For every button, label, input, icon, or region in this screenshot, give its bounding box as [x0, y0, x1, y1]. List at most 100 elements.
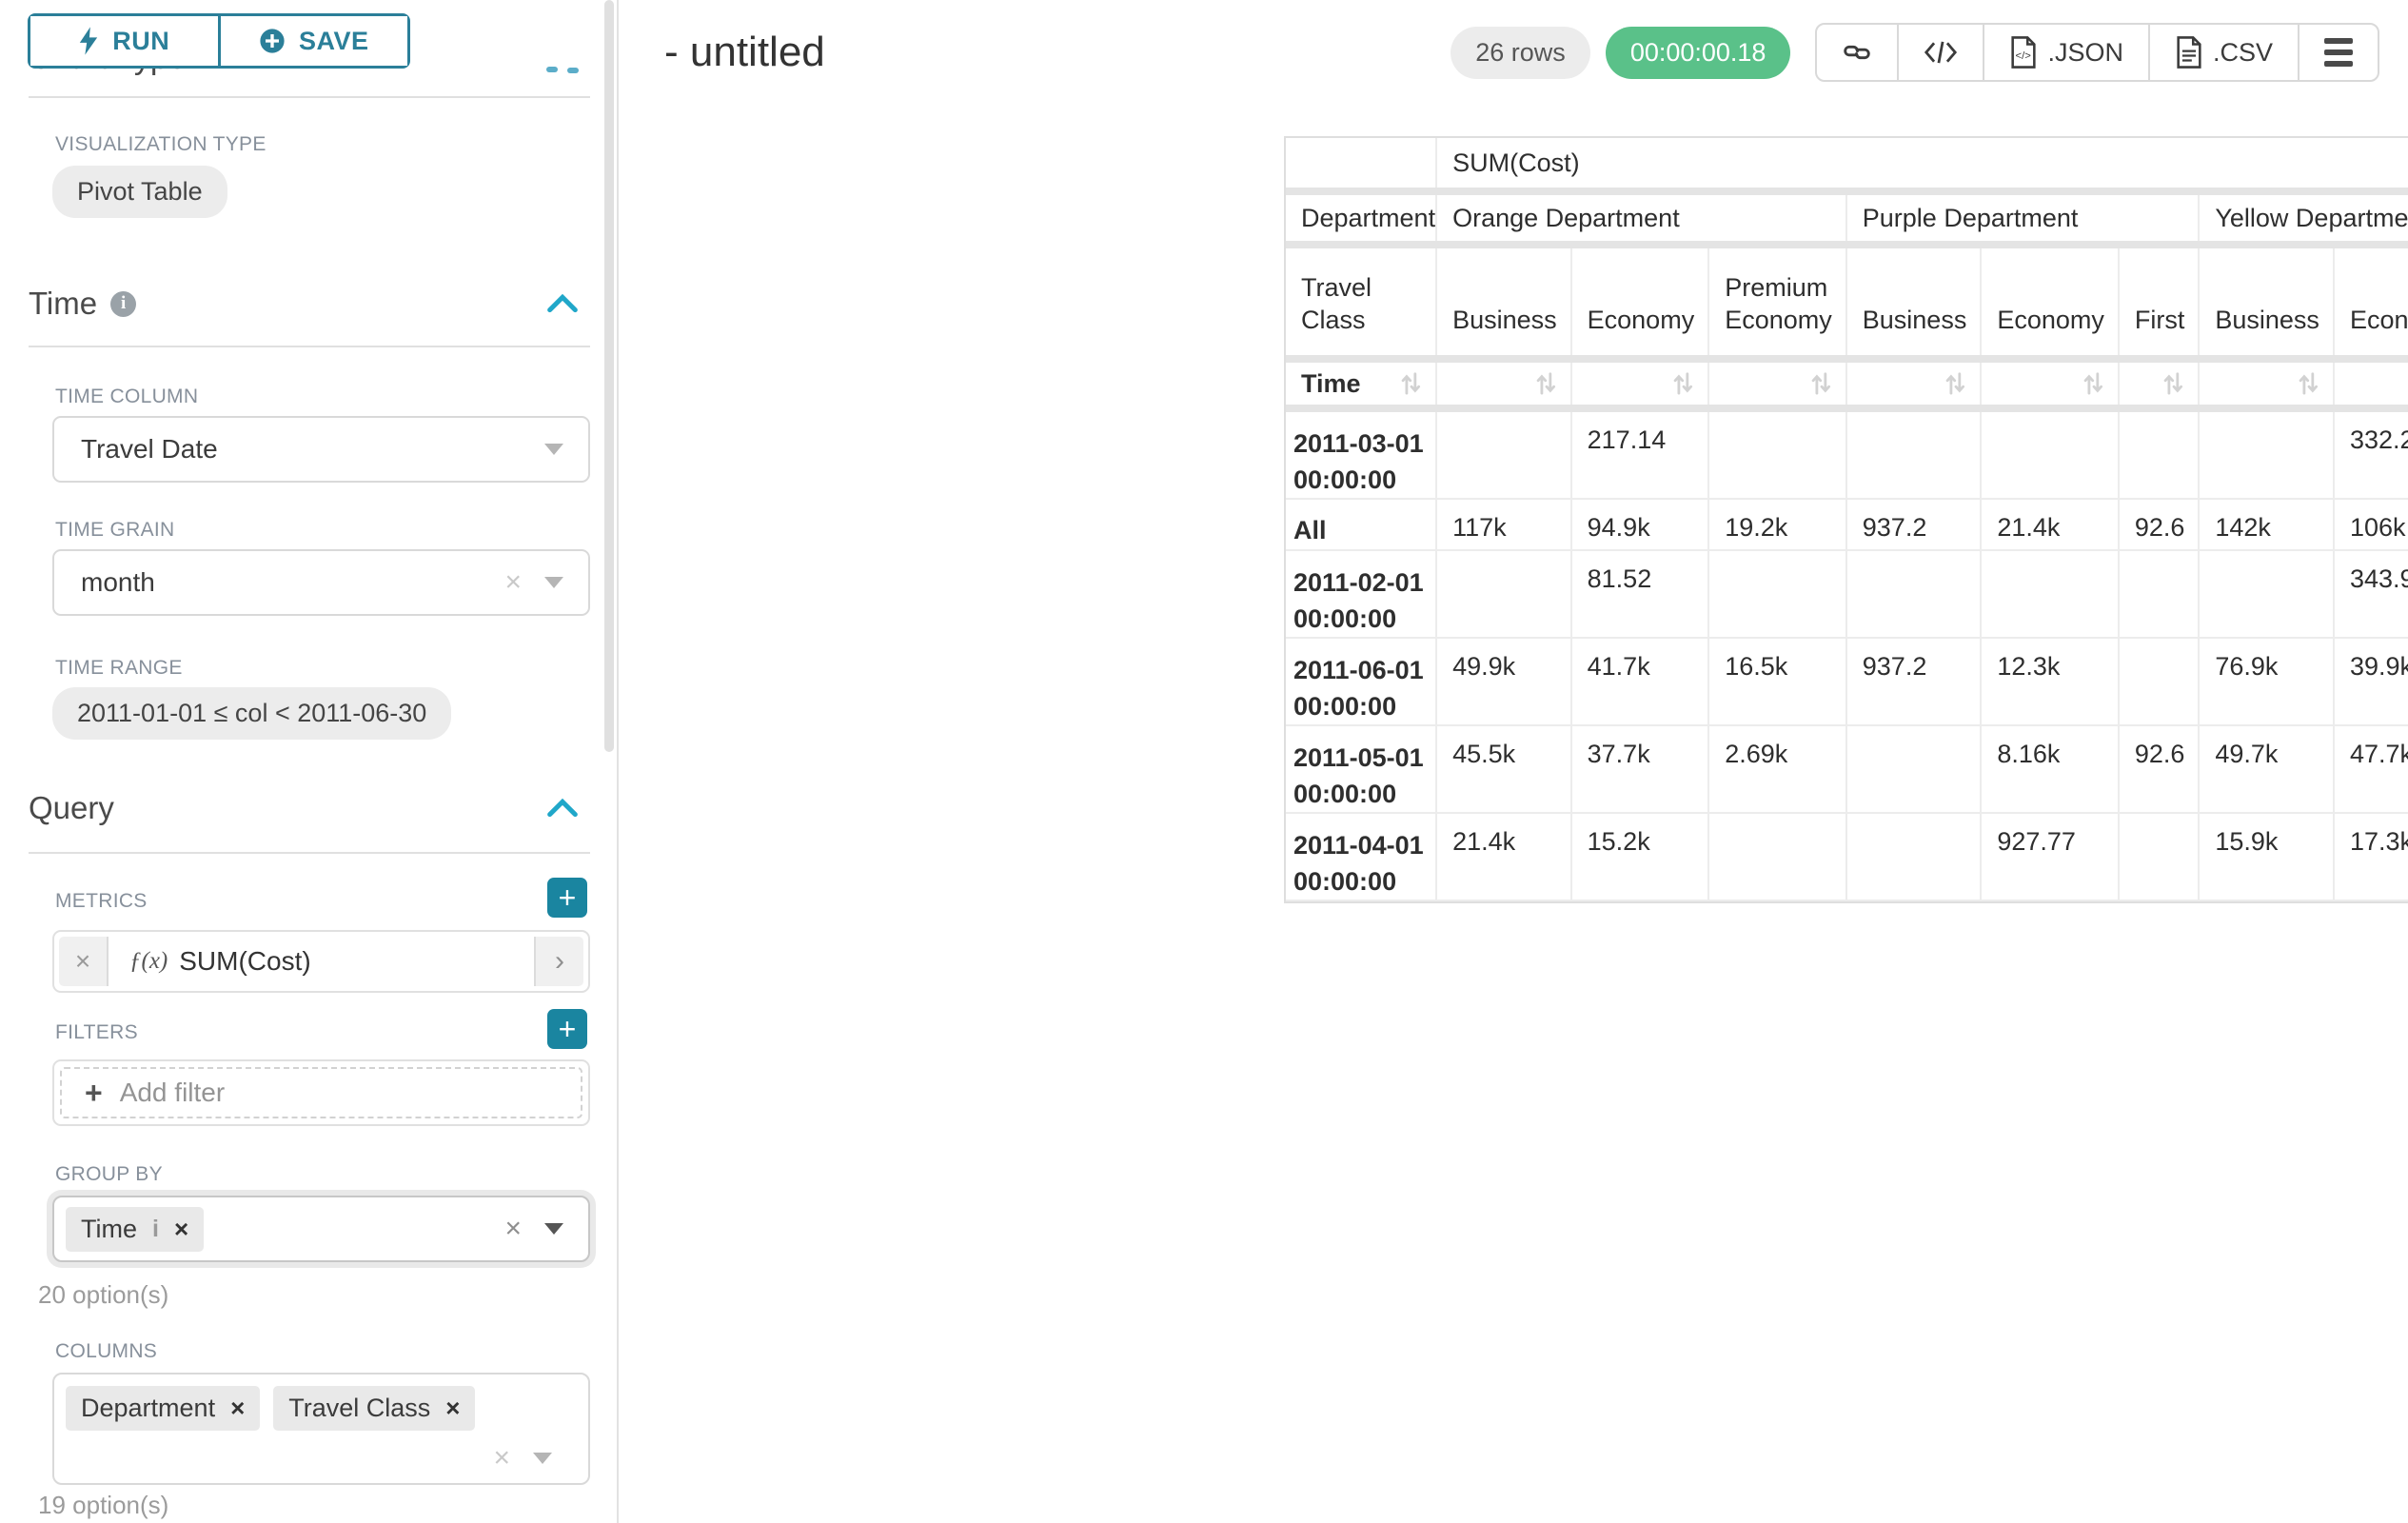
sort-icon[interactable] — [2297, 370, 2321, 397]
columns-options-hint: 19 option(s) — [38, 1491, 169, 1519]
time-column-select[interactable]: Travel Date — [52, 416, 590, 483]
sort-icon[interactable] — [1671, 370, 1696, 397]
run-button[interactable]: RUN — [30, 16, 218, 66]
travel-class-header: Business — [1437, 248, 1572, 355]
department-group-header: Purple Department — [1847, 195, 2201, 241]
embed-code-button[interactable] — [1897, 25, 1983, 80]
sort-header-time[interactable]: Time — [1286, 363, 1438, 405]
pivot-cell — [1846, 551, 1983, 639]
info-icon: i — [110, 290, 137, 317]
columns-select[interactable]: Department × Travel Class × × — [52, 1373, 590, 1485]
pivot-row: 2011-06-01 00:00:00 49.9k 41.7k 16.5k 937.2 12… — [1286, 639, 2408, 726]
sort-header[interactable] — [2120, 363, 2201, 405]
export-csv-label: .CSV — [2212, 37, 2273, 67]
pivot-cell: 94.9k — [1571, 500, 1710, 551]
pivot-row-header: All — [1286, 500, 1438, 551]
chart-actions-group: </> .JSON .CSV — [1815, 23, 2379, 82]
pivot-cell: 41.7k — [1571, 639, 1710, 726]
time-range-pill[interactable]: 2011-01-01 ≤ col < 2011-06-30 — [52, 687, 452, 740]
pivot-row: All117k94.9k19.2k937.221.4k92.6142k106k6… — [1286, 500, 2408, 551]
section-divider — [29, 346, 590, 347]
add-filter-plus-button[interactable]: + — [547, 1009, 587, 1049]
save-button[interactable]: SAVE — [217, 16, 407, 66]
filters-label: FILTERS — [55, 1021, 138, 1043]
header-spacer — [1286, 241, 2408, 248]
pivot-cell: 8.16k — [1982, 726, 2120, 814]
chevron-up-icon[interactable] — [546, 294, 579, 313]
remove-metric-icon[interactable]: × — [59, 937, 109, 986]
pivot-cell: 45.5k — [1437, 726, 1572, 814]
sort-header[interactable] — [2335, 363, 2408, 405]
copy-link-button[interactable] — [1817, 25, 1897, 80]
remove-tag-icon[interactable]: × — [173, 1214, 189, 1243]
run-save-button-group: RUN SAVE — [28, 13, 410, 69]
add-filter-button[interactable]: + Add filter — [60, 1067, 582, 1118]
metric-pill[interactable]: × ƒ(x) SUM(Cost) › — [59, 937, 583, 986]
time-grain-select[interactable]: month × — [52, 549, 590, 616]
sort-icon[interactable] — [1944, 370, 1968, 397]
group-by-label: GROUP BY — [55, 1163, 163, 1185]
time-column-value: Travel Date — [81, 434, 218, 464]
expand-metric-icon[interactable]: › — [534, 937, 583, 986]
department-group-header: Orange Department — [1437, 195, 1847, 241]
sort-header[interactable] — [2200, 363, 2335, 405]
columns-tag: Department × — [66, 1386, 261, 1431]
sort-icon[interactable] — [1809, 370, 1834, 397]
sort-header[interactable] — [1982, 363, 2120, 405]
group-by-options-hint: 20 option(s) — [38, 1280, 169, 1309]
remove-tag-icon[interactable]: × — [230, 1394, 246, 1422]
pivot-cell — [1437, 551, 1572, 639]
sort-icon[interactable] — [2082, 370, 2106, 397]
sort-header[interactable] — [1572, 363, 1710, 405]
columns-tag-label: Travel Class — [288, 1394, 431, 1422]
sidebar-scrollbar[interactable] — [604, 0, 614, 752]
query-section-header[interactable]: Query — [29, 790, 579, 826]
pivot-cell — [2119, 551, 2201, 639]
chart-menu-button[interactable] — [2298, 25, 2378, 80]
hamburger-icon — [2324, 38, 2353, 67]
chevron-up-icon[interactable] — [546, 799, 579, 818]
pivot-cell — [2119, 639, 2201, 726]
viz-type-pill[interactable]: Pivot Table — [52, 166, 227, 218]
pivot-cell: 937.2 — [1846, 500, 1983, 551]
time-section-header[interactable]: Time i — [29, 286, 579, 322]
pivot-row: 2011-05-01 00:00:00 45.5k 37.7k 2.69k 8.16k 92… — [1286, 726, 2408, 814]
info-icon[interactable]: i — [152, 1215, 159, 1242]
pivot-cell: 12.3k — [1982, 639, 2120, 726]
travel-class-header: Premium Economy — [1709, 248, 1847, 355]
caret-down-icon[interactable] — [544, 1223, 563, 1235]
clear-icon[interactable]: × — [493, 1442, 510, 1474]
header-spacer — [1286, 188, 2408, 195]
travel-class-header: Business — [2200, 248, 2335, 355]
query-section-title: Query — [29, 790, 114, 825]
clear-icon[interactable]: × — [504, 566, 522, 598]
group-by-select[interactable]: Time i × × — [52, 1196, 590, 1262]
pivot-cell: 81.52 — [1571, 551, 1710, 639]
pivot-row-header: 2011-05-01 00:00:00 — [1286, 726, 1438, 814]
caret-down-icon — [544, 577, 563, 588]
pivot-cell — [2200, 551, 2335, 639]
caret-down-icon[interactable] — [533, 1453, 552, 1464]
pivot-row-header: 2011-02-01 00:00:00 — [1286, 551, 1438, 639]
chart-title[interactable]: - untitled — [664, 29, 825, 75]
section-divider — [29, 852, 590, 854]
sort-header[interactable] — [1709, 363, 1847, 405]
sort-icon[interactable] — [2161, 370, 2186, 397]
pivot-cell: 37.7k — [1571, 726, 1710, 814]
export-csv-button[interactable]: .CSV — [2147, 25, 2298, 80]
sort-header[interactable] — [1847, 363, 1983, 405]
pivot-cell: 17.3k — [2334, 814, 2408, 901]
export-json-button[interactable]: </> .JSON — [1983, 25, 2148, 80]
clear-icon[interactable]: × — [504, 1213, 522, 1244]
sort-icon[interactable] — [1399, 370, 1424, 397]
remove-tag-icon[interactable]: × — [445, 1394, 461, 1422]
plus-icon: + — [85, 1075, 103, 1110]
row-dim-header: Department — [1286, 195, 1438, 241]
panel-handle-dot — [567, 68, 579, 73]
sort-header[interactable] — [1437, 363, 1572, 405]
travel-class-header: Economy — [1572, 248, 1710, 355]
pivot-row-header: 2011-06-01 00:00:00 — [1286, 639, 1438, 726]
sort-icon[interactable] — [1534, 370, 1559, 397]
add-metric-button[interactable]: + — [547, 878, 587, 918]
